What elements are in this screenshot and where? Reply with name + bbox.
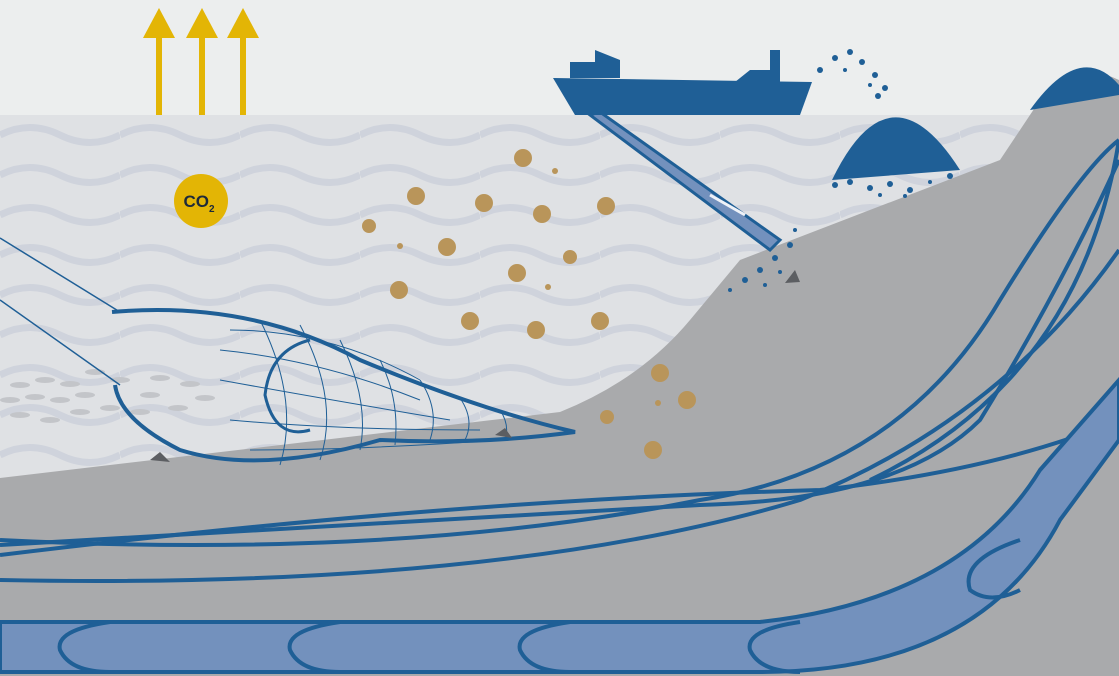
sediment-mound-right xyxy=(1030,67,1119,110)
ship-superstructure xyxy=(570,50,780,82)
co2-badge xyxy=(174,174,228,228)
sediment-mound xyxy=(832,117,960,180)
co2-arrows xyxy=(143,8,259,115)
ship-hull xyxy=(553,78,812,115)
particles xyxy=(362,149,696,459)
tube xyxy=(0,376,1119,674)
co2-text: CO xyxy=(183,192,209,211)
trawl-net xyxy=(0,237,576,466)
co2-label: CO2 xyxy=(183,192,215,215)
strata xyxy=(0,138,1119,583)
co2-subscript: 2 xyxy=(209,204,215,215)
pipe-arrow xyxy=(709,193,746,217)
sky xyxy=(0,0,1119,115)
